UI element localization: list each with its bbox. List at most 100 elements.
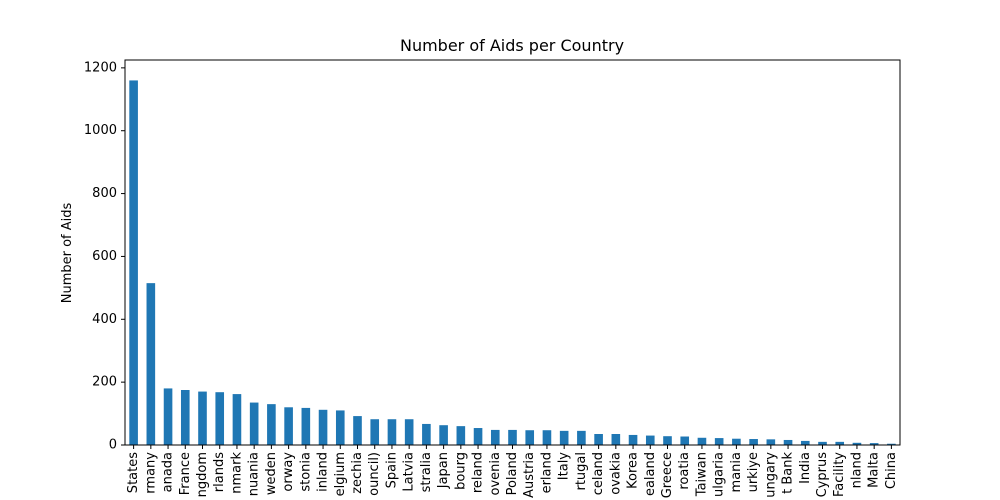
bar-17	[422, 423, 431, 445]
x-tick-label: Taiwan	[694, 452, 709, 497]
x-tick-label: mania	[729, 452, 744, 492]
x-tick-label: ovakia	[608, 452, 623, 495]
x-tick-label: nmark	[229, 452, 244, 494]
bar-20	[473, 428, 483, 445]
x-tick-label: ealand	[643, 452, 658, 496]
bar-34	[714, 438, 724, 445]
bar-15	[387, 419, 397, 445]
bar-14	[370, 419, 380, 445]
bar-16	[404, 419, 414, 445]
bar-8	[267, 404, 276, 445]
x-tick-label: anada	[161, 452, 176, 492]
x-tick-label: weden	[264, 452, 279, 495]
x-tick-label: ungary	[763, 452, 778, 498]
bar-23	[525, 430, 535, 445]
x-tick-label: roatia	[677, 452, 692, 490]
bars-group	[129, 80, 896, 445]
x-tick-label: States	[126, 452, 141, 493]
bar-38	[783, 439, 793, 445]
y-tick-label: 0	[109, 438, 117, 453]
bar-42	[852, 442, 862, 445]
bar-33	[697, 437, 707, 445]
x-tick-label: Cyprus	[815, 452, 830, 498]
x-tick-label: Spain	[384, 452, 399, 488]
bar-21	[490, 429, 500, 445]
bar-22	[508, 429, 517, 445]
bar-35	[732, 438, 741, 445]
bar-30	[645, 435, 655, 445]
x-tick-label: Malta	[867, 452, 882, 488]
bar-40	[818, 441, 827, 445]
y-tick-label: 1000	[84, 123, 117, 138]
bar-4	[198, 391, 207, 445]
bar-36	[749, 439, 758, 445]
bar-37	[766, 439, 776, 445]
x-tick-label: Poland	[505, 452, 520, 495]
bar-5	[215, 392, 225, 445]
x-tick-label: rmany	[143, 452, 158, 494]
x-tick-label: reland	[471, 452, 486, 493]
y-tick-label: 600	[92, 249, 117, 264]
bar-3	[180, 390, 190, 445]
x-tick-label: Facility	[832, 452, 847, 497]
x-tick-label: Korea	[626, 452, 641, 489]
x-tick-label: inland	[316, 452, 331, 492]
bar-11	[318, 409, 328, 445]
x-tick-label: nland	[849, 452, 864, 488]
bar-18	[439, 425, 448, 445]
bar-31	[663, 436, 672, 445]
bar-43	[869, 443, 879, 445]
x-tick-label: stralia	[419, 452, 434, 492]
plot-area-frame	[124, 59, 901, 446]
x-tick-label: Austria	[522, 452, 537, 498]
x-tick-label: China	[884, 452, 899, 489]
x-tick-label: rlands	[212, 452, 227, 492]
bar-0	[129, 80, 138, 445]
x-tick-label: stonia	[298, 452, 313, 492]
bar-44	[887, 443, 896, 445]
bar-7	[249, 402, 259, 445]
bar-26	[577, 430, 586, 445]
bar-25	[559, 430, 569, 445]
y-axis-ticks: 0 200 400 600 800 1000 1200	[84, 60, 125, 453]
y-tick-label: 800	[92, 186, 117, 201]
y-tick-label: 400	[92, 312, 117, 327]
x-tick-label: India	[798, 452, 813, 484]
bar-41	[835, 441, 845, 445]
bar-13	[353, 416, 362, 445]
bar-10	[301, 407, 311, 445]
x-tick-label: ngdom	[195, 452, 210, 497]
x-tick-label: ovenia	[488, 452, 503, 495]
bar-12	[335, 410, 345, 445]
y-tick-label: 1200	[84, 60, 117, 75]
bar-28	[611, 434, 621, 445]
bar-27	[594, 434, 603, 445]
bar-9	[284, 407, 293, 445]
bar-32	[680, 436, 690, 445]
chart-title: Number of Aids per Country	[400, 36, 624, 55]
y-tick-label: 200	[92, 375, 117, 390]
x-tick-label: bourg	[453, 452, 468, 490]
bar-29	[628, 434, 638, 445]
x-tick-label: t Bank	[781, 452, 796, 494]
bar-6	[232, 394, 242, 445]
x-tick-label: erland	[539, 452, 554, 493]
bar-19	[456, 426, 466, 445]
x-tick-label: nuania	[247, 452, 262, 496]
bar-2	[163, 388, 173, 445]
x-tick-label: celand	[591, 452, 606, 495]
x-tick-label: France	[178, 452, 193, 495]
x-tick-label: elgium	[333, 452, 348, 496]
x-tick-label: Japan	[436, 452, 451, 489]
bar-39	[800, 440, 810, 445]
x-tick-label: ouncil)	[367, 452, 382, 496]
x-axis-ticks: States rmany anada France ngdom rlands nmark nu…	[126, 445, 899, 498]
x-tick-label: Greece	[660, 452, 675, 498]
x-tick-label: urkiye	[746, 452, 761, 492]
x-tick-label: Latvia	[402, 452, 417, 492]
bar-24	[542, 430, 552, 445]
x-tick-label: Italy	[557, 452, 572, 481]
x-tick-label: zechia	[350, 452, 365, 494]
y-axis-label: Number of Aids	[60, 202, 75, 303]
